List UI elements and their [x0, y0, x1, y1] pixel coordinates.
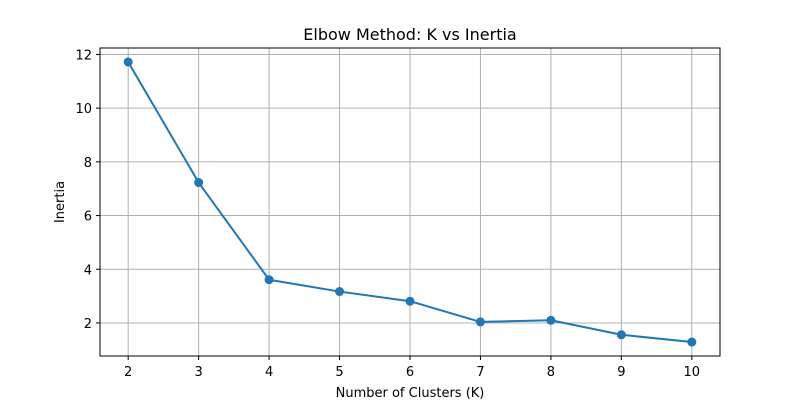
data-point	[475, 317, 485, 327]
x-tick-label: 10	[684, 365, 701, 380]
grid	[100, 48, 720, 356]
y-axis-label: Inertia	[53, 181, 68, 223]
series-layer	[123, 57, 697, 347]
x-tick-label: 6	[406, 365, 414, 380]
data-point	[546, 315, 556, 325]
y-tick-label: 4	[84, 263, 92, 278]
data-point	[123, 57, 133, 67]
y-tick-label: 10	[75, 102, 92, 117]
data-point	[405, 296, 415, 306]
x-tick-label: 3	[194, 365, 202, 380]
x-axis-label: Number of Clusters (K)	[336, 386, 485, 400]
data-point	[335, 287, 345, 297]
data-point	[194, 178, 204, 188]
x-tick-label: 7	[476, 365, 484, 380]
data-point	[264, 275, 274, 285]
x-tick-label: 8	[547, 365, 555, 380]
y-tick-label: 6	[84, 210, 92, 225]
x-tick-label: 9	[617, 365, 625, 380]
chart-title: Elbow Method: K vs Inertia	[303, 25, 516, 44]
axes: 2 3 4 5 6 7 8 9 10 2 4 6 8 10 12	[75, 48, 700, 380]
data-point	[616, 330, 626, 340]
y-tick-label: 2	[84, 317, 92, 332]
y-tick-label: 12	[75, 48, 92, 63]
y-tick-label: 8	[84, 156, 92, 171]
x-tick-label: 4	[265, 365, 273, 380]
data-point	[687, 337, 697, 347]
x-tick-label: 5	[335, 365, 343, 380]
x-tick-label: 2	[124, 365, 132, 380]
